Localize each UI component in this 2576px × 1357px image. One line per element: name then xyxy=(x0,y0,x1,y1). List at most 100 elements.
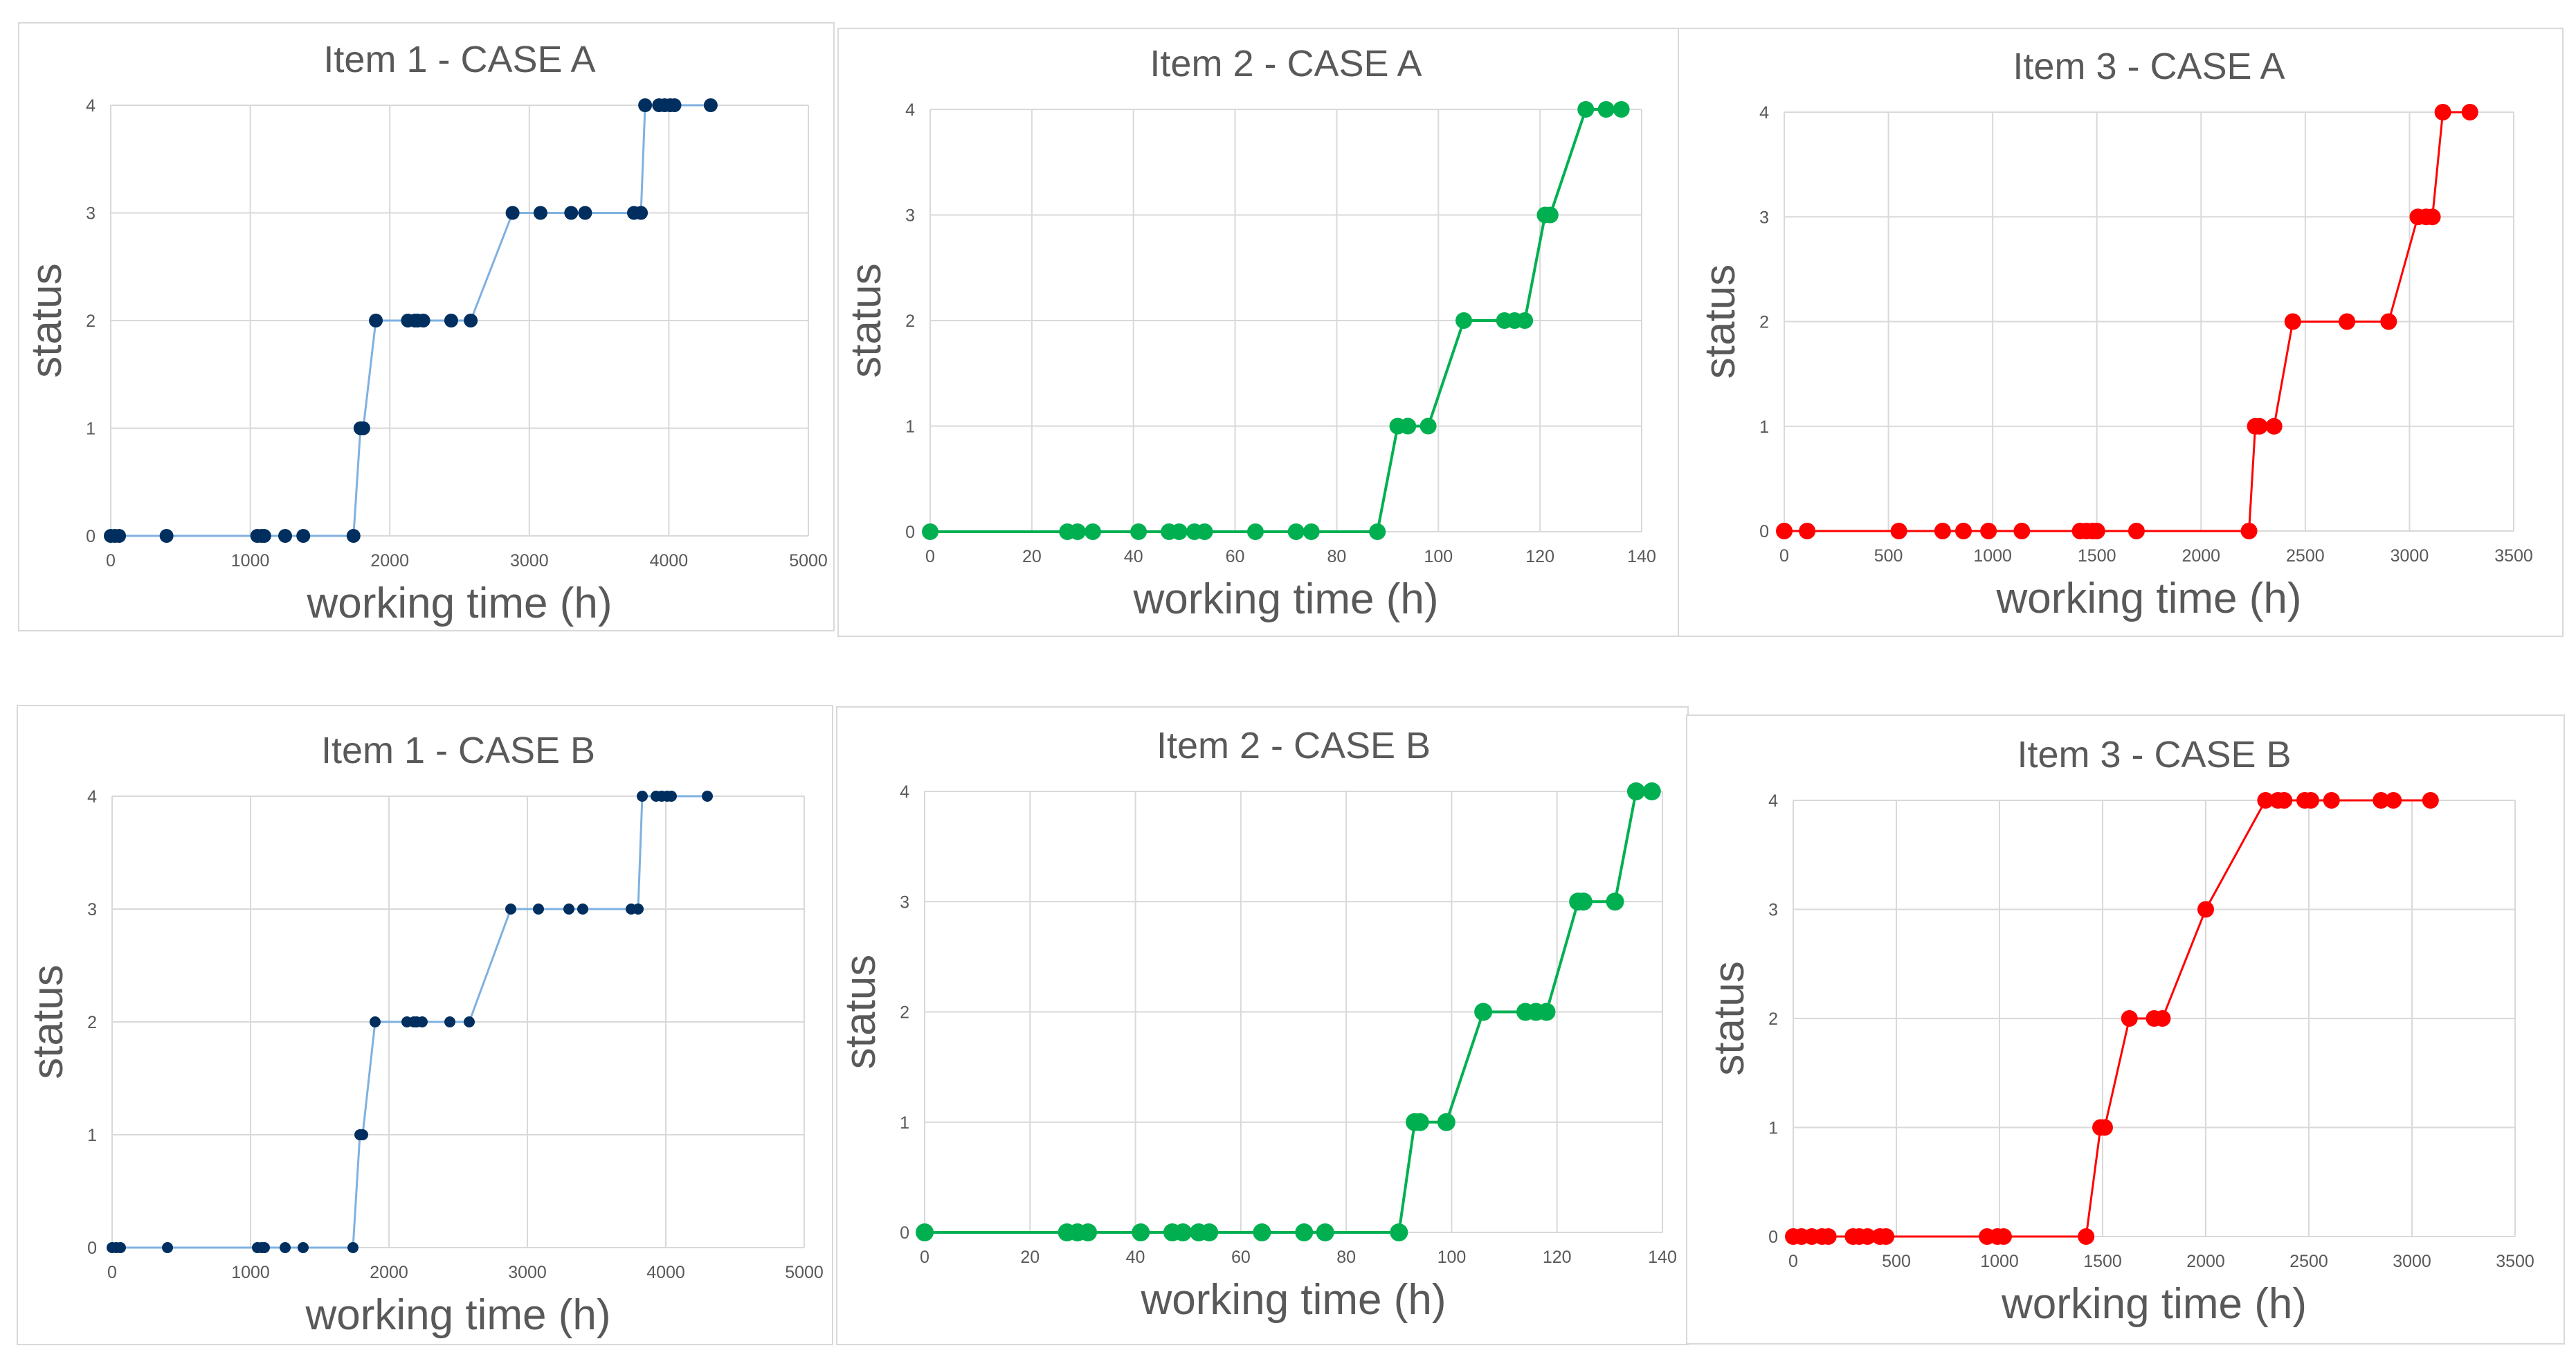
chart-5-data-point xyxy=(1995,1228,2012,1245)
y-axis-label: status xyxy=(842,263,890,377)
chart-4-x-tick-label: 0 xyxy=(920,1248,929,1267)
chart-5-x-tick-label: 2000 xyxy=(2186,1252,2225,1271)
chart-2-data-point xyxy=(2265,417,2283,435)
chart-4-data-point xyxy=(1316,1223,1334,1241)
chart-4-data-point xyxy=(1537,1003,1556,1021)
chart-1-data-point xyxy=(1399,417,1417,435)
chart-item2-case-a: 0 20 40 60 80 100 120 140 0 1 2 3 4 Item 2 - CASE A wo… xyxy=(842,43,1656,623)
chart-panel-item1-case-b: 0 1000 2000 3000 4000 5000 0 1 2 3 4 Item 1 - CASE … xyxy=(17,705,833,1345)
chart-0-data-point xyxy=(257,529,271,543)
chart-0-data-point xyxy=(296,529,311,543)
chart-2-data-point xyxy=(2284,313,2301,330)
chart-5-x-tick-label: 500 xyxy=(1882,1252,1911,1271)
chart-4-data-point xyxy=(1253,1223,1271,1241)
chart-5-y-tick-label: 1 xyxy=(1768,1119,1778,1138)
chart-panel-item3-case-a: 0 500 1000 1500 2000 2500 3000 3500 0 1 2 3 4 Item 3 … xyxy=(1678,28,2564,637)
chart-3-data-point xyxy=(637,791,648,802)
chart-title: Item 3 - CASE A xyxy=(2013,46,2285,87)
chart-4-x-tick-label: 40 xyxy=(1126,1248,1145,1267)
chart-2-data-point xyxy=(2240,523,2258,539)
chart-5-x-tick-label: 2500 xyxy=(2289,1252,2328,1271)
y-axis-label: status xyxy=(1705,961,1753,1075)
chart-3-data-point xyxy=(162,1242,173,1253)
chart-5-data-point xyxy=(1820,1228,1837,1245)
chart-2-data-point xyxy=(2088,523,2105,539)
chart-1-x-tick-label: 120 xyxy=(1525,547,1554,566)
chart-1-data-point xyxy=(1541,206,1559,224)
chart-0-data-point xyxy=(703,98,718,112)
chart-item3-case-a: 0 500 1000 1500 2000 2500 3000 3500 0 1 2 3 4 Item 3 … xyxy=(1696,46,2533,622)
chart-3-data-point xyxy=(370,1016,381,1027)
chart-5-x-tick-label: 1500 xyxy=(2083,1252,2122,1271)
chart-5-data-point xyxy=(1878,1228,1895,1245)
chart-1-data-point xyxy=(1170,523,1188,540)
chart-5-data-point xyxy=(2302,792,2319,809)
chart-2-data-point xyxy=(2128,523,2145,539)
chart-5-x-tick-label: 3000 xyxy=(2393,1252,2431,1271)
chart-3-x-tick-label: 0 xyxy=(107,1263,117,1282)
y-axis-label: status xyxy=(23,263,71,377)
chart-0-data-point xyxy=(464,314,478,327)
chart-0-data-point xyxy=(416,314,430,327)
chart-1-data-point xyxy=(1196,523,1213,540)
chart-3-data-point xyxy=(357,1129,368,1140)
chart-2-x-tick-label: 500 xyxy=(1874,546,1903,566)
chart-0-data-point xyxy=(578,206,592,220)
chart-item3-case-b: 0 500 1000 1500 2000 2500 3000 3500 0 1 2 3 4 Item 3 … xyxy=(1705,734,2534,1328)
chart-3-y-tick-label: 0 xyxy=(87,1239,97,1258)
chart-5-data-point xyxy=(2154,1010,2171,1027)
chart-0-y-tick-label: 3 xyxy=(86,204,96,224)
chart-3-data-point xyxy=(633,904,644,915)
chart-0-data-point xyxy=(634,206,648,220)
chart-panel-item2-case-b: 0 20 40 60 80 100 120 140 0 1 2 3 4 Item 2 - CASE B wo… xyxy=(836,706,1689,1345)
chart-4-data-point xyxy=(1437,1113,1455,1131)
chart-2-x-tick-label: 0 xyxy=(1779,546,1789,566)
chart-4-data-point xyxy=(1079,1223,1098,1241)
chart-panel-item2-case-a: 0 20 40 60 80 100 120 140 0 1 2 3 4 Item 2 - CASE A wo… xyxy=(837,28,1682,637)
chart-1-data-point xyxy=(1287,523,1305,540)
chart-2-data-point xyxy=(2013,523,2031,539)
x-axis-label: working time (h) xyxy=(1996,575,2302,622)
x-axis-label: working time (h) xyxy=(307,579,613,627)
chart-0-y-tick-label: 4 xyxy=(86,96,96,116)
chart-2-x-tick-label: 2000 xyxy=(2182,546,2220,566)
chart-item2-case-b: 0 20 40 60 80 100 120 140 0 1 2 3 4 Item 2 - CASE B wo… xyxy=(837,725,1677,1324)
chart-0-x-tick-label: 2000 xyxy=(370,551,409,570)
chart-4-data-point xyxy=(1626,782,1645,800)
chart-1-y-tick-label: 4 xyxy=(905,100,915,120)
chart-4-x-tick-label: 120 xyxy=(1543,1248,1572,1267)
chart-4-data-point xyxy=(1200,1223,1219,1241)
chart-1-data-point xyxy=(1597,101,1615,118)
chart-2-x-tick-label: 3500 xyxy=(2494,546,2533,566)
chart-5-x-tick-label: 0 xyxy=(1788,1252,1798,1271)
chart-2-y-tick-label: 4 xyxy=(1759,103,1769,123)
chart-1-y-tick-label: 1 xyxy=(905,417,915,437)
chart-3-x-tick-label: 2000 xyxy=(370,1263,408,1282)
chart-2-x-tick-label: 2500 xyxy=(2286,546,2325,566)
chart-2-data-point xyxy=(2339,313,2356,330)
chart-4-x-tick-label: 20 xyxy=(1020,1248,1040,1267)
chart-0-data-point xyxy=(346,529,361,543)
chart-2-y-tick-label: 3 xyxy=(1759,208,1769,227)
chart-0-y-tick-label: 2 xyxy=(86,312,96,331)
chart-5-data-point xyxy=(2373,792,2390,809)
chart-5-y-tick-label: 2 xyxy=(1768,1009,1778,1029)
chart-2-y-tick-label: 1 xyxy=(1759,417,1769,437)
chart-5-data-point xyxy=(2257,792,2274,809)
chart-4-y-tick-label: 2 xyxy=(900,1003,909,1023)
chart-0-data-point xyxy=(667,98,682,112)
chart-0-data-point xyxy=(369,314,383,327)
chart-1-y-tick-label: 2 xyxy=(905,312,915,331)
chart-0-data-point xyxy=(638,98,653,112)
chart-1-data-point xyxy=(922,523,938,540)
chart-5-data-point xyxy=(2385,792,2402,809)
chart-0-data-point xyxy=(564,206,579,220)
chart-2-data-point xyxy=(2461,104,2478,120)
chart-3-data-point xyxy=(259,1242,270,1253)
chart-0-x-tick-label: 5000 xyxy=(789,551,828,570)
chart-5-data-point xyxy=(2422,792,2439,809)
chart-panel-item3-case-b: 0 500 1000 1500 2000 2500 3000 3500 0 1 2 3 4 Item 3 … xyxy=(1686,715,2565,1345)
chart-2-x-tick-label: 1500 xyxy=(2078,546,2116,566)
chart-1-x-tick-label: 140 xyxy=(1627,547,1656,566)
chart-2-y-tick-label: 0 xyxy=(1759,522,1769,541)
